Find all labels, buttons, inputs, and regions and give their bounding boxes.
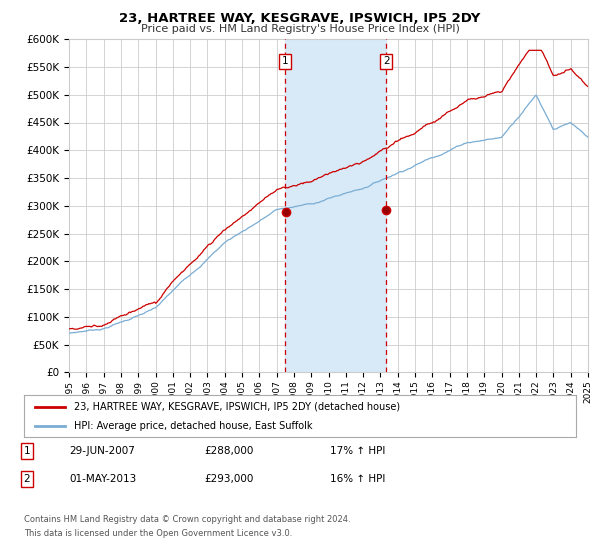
Text: 1: 1 (23, 446, 31, 456)
Text: 16% ↑ HPI: 16% ↑ HPI (330, 474, 385, 484)
Text: 2: 2 (383, 57, 389, 67)
Text: This data is licensed under the Open Government Licence v3.0.: This data is licensed under the Open Gov… (24, 529, 292, 538)
Text: Contains HM Land Registry data © Crown copyright and database right 2024.: Contains HM Land Registry data © Crown c… (24, 515, 350, 524)
Text: 17% ↑ HPI: 17% ↑ HPI (330, 446, 385, 456)
Text: 2: 2 (23, 474, 31, 484)
Text: HPI: Average price, detached house, East Suffolk: HPI: Average price, detached house, East… (74, 421, 312, 431)
Text: 23, HARTREE WAY, KESGRAVE, IPSWICH, IP5 2DY (detached house): 23, HARTREE WAY, KESGRAVE, IPSWICH, IP5 … (74, 402, 400, 412)
Text: £288,000: £288,000 (204, 446, 253, 456)
Text: 29-JUN-2007: 29-JUN-2007 (69, 446, 135, 456)
Text: 1: 1 (282, 57, 289, 67)
Bar (285, 39, 386, 372)
Text: Price paid vs. HM Land Registry's House Price Index (HPI): Price paid vs. HM Land Registry's House … (140, 24, 460, 34)
Text: 01-MAY-2013: 01-MAY-2013 (69, 474, 136, 484)
Text: £293,000: £293,000 (204, 474, 253, 484)
Text: 23, HARTREE WAY, KESGRAVE, IPSWICH, IP5 2DY: 23, HARTREE WAY, KESGRAVE, IPSWICH, IP5 … (119, 12, 481, 25)
